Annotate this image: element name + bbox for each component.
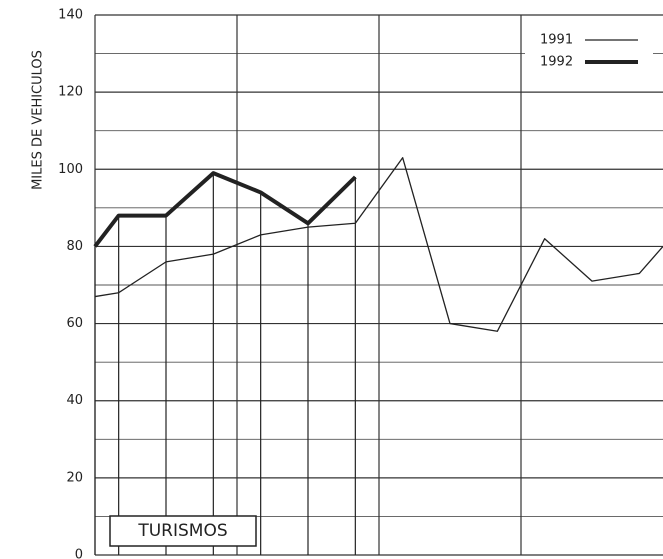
y-tick-label: 140	[58, 8, 83, 23]
y-tick-label: 120	[58, 85, 83, 100]
y-tick-label: 40	[66, 393, 83, 408]
y-axis-label: MILES DE VEHICULOS	[31, 50, 46, 190]
legend-box	[525, 28, 653, 76]
y-tick-label: 20	[66, 470, 83, 485]
series-line	[94, 157, 663, 332]
annotation-box	[109, 515, 257, 547]
annotation: TURISMOS	[137, 521, 227, 541]
y-tick-label: 80	[66, 239, 83, 254]
y-tick-label: 60	[66, 316, 83, 331]
legend-label: 1991	[540, 33, 573, 48]
series-line	[93, 171, 357, 248]
legend-label: 1992	[540, 55, 573, 70]
y-tick-label: 100	[58, 162, 83, 177]
y-tick-label: 0	[75, 548, 83, 559]
